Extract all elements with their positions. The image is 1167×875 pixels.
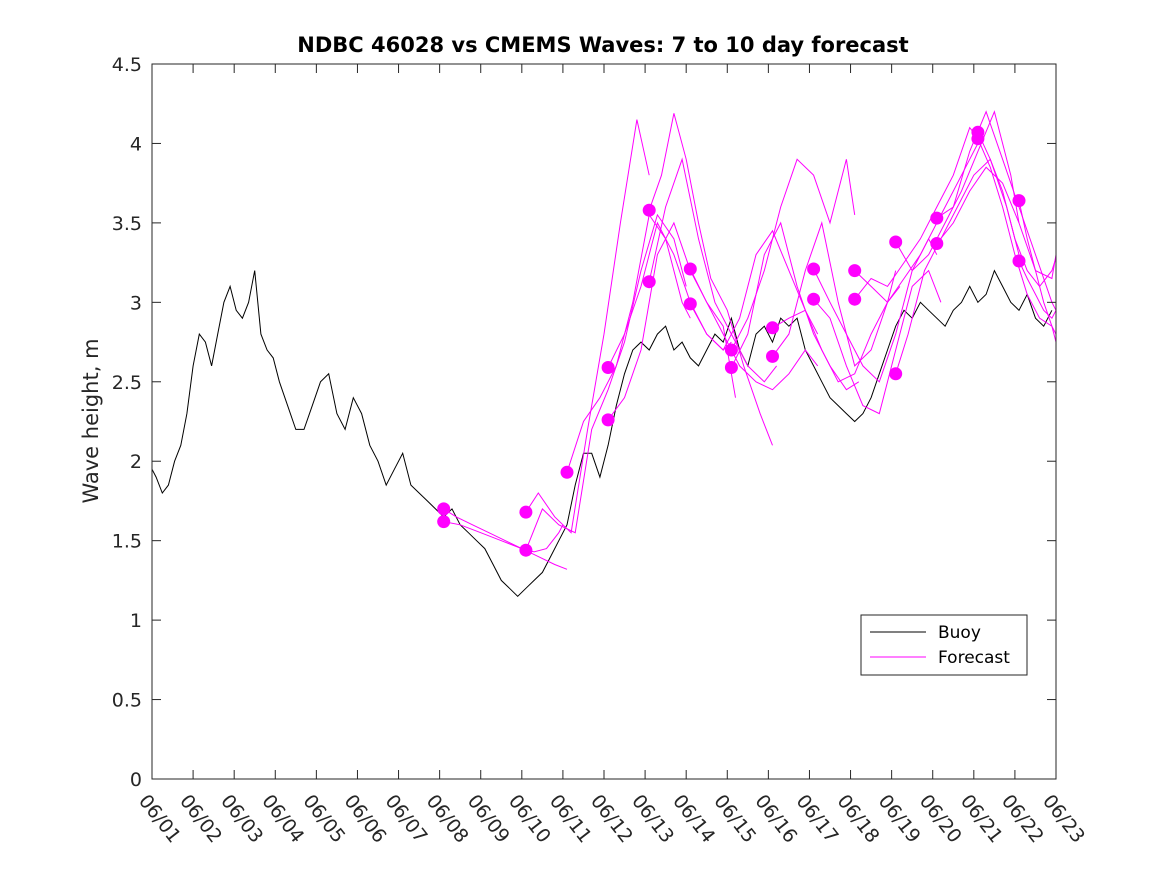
- y-axis-label: Wave height, m: [79, 338, 103, 503]
- x-tick-label: 06/06: [340, 791, 391, 848]
- forecast-line-14: [772, 221, 897, 367]
- forecast-line-10: [689, 268, 819, 391]
- forecast-marker-6: [601, 361, 615, 374]
- y-tick-label: 1: [130, 610, 142, 632]
- y-tick-label: 3: [130, 292, 142, 314]
- y-tick-label: 4.5: [112, 54, 142, 76]
- y-tick-label: 2.5: [112, 372, 142, 394]
- y-tick-label: 1.5: [112, 531, 142, 553]
- forecast-marker-21: [889, 367, 903, 381]
- forecast-marker-18: [848, 264, 862, 278]
- x-tick-label: 06/17: [792, 791, 843, 848]
- forecast-marker-19: [848, 292, 862, 306]
- forecast-line-4: [525, 213, 687, 551]
- forecast-line-24: [977, 132, 1057, 288]
- forecast-marker-4: [519, 543, 533, 557]
- forecast-marker-3: [519, 505, 533, 519]
- forecast-line-22: [936, 110, 1057, 311]
- forecast-line-19: [854, 126, 983, 300]
- forecast-marker-17: [807, 292, 821, 306]
- x-tick-label: 06/07: [381, 791, 432, 848]
- x-tick-label: 06/09: [463, 791, 514, 848]
- x-tick-label: 06/22: [997, 791, 1048, 848]
- forecast-line-7: [607, 221, 736, 421]
- forecast-marker-16: [807, 262, 821, 276]
- y-tick-label: 0.5: [112, 690, 142, 712]
- forecast-line-5: [566, 213, 691, 473]
- x-tick-label: 06/23: [1038, 791, 1089, 848]
- y-tick-label: 4: [130, 133, 142, 155]
- forecast-marker-2: [437, 515, 451, 529]
- forecast-line-25: [977, 138, 1057, 335]
- forecast-line-13: [730, 221, 860, 391]
- legend-label-forecast: Forecast: [938, 648, 1010, 668]
- forecast-marker-8: [642, 203, 656, 217]
- forecast-line-12: [730, 158, 856, 351]
- legend-box: [860, 614, 1028, 676]
- x-tick-label: 06/14: [668, 791, 719, 848]
- forecast-marker-14: [766, 321, 779, 335]
- forecast-line-8: [648, 113, 773, 446]
- forecast-line-11: [689, 229, 819, 351]
- forecast-line-3: [525, 119, 650, 534]
- buoy-line: [151, 269, 1053, 597]
- forecast-marker-20: [889, 235, 903, 249]
- x-tick-label: 06/04: [257, 791, 308, 848]
- x-tick-label: 06/18: [833, 791, 884, 848]
- x-tick-label: 06/11: [545, 791, 596, 848]
- x-tick-label: 06/08: [422, 791, 473, 848]
- forecast-marker-15: [766, 349, 779, 363]
- plot-area: 0 0.5 1 1.5 2 2.5 3 3.5 4 4.5 06/0106/0206/0306/04…: [112, 54, 1089, 847]
- forecast-line-15: [772, 286, 901, 383]
- forecast-marker-27: [1012, 254, 1026, 268]
- forecast-line-27: [1018, 260, 1057, 320]
- forecast-line-9: [648, 157, 777, 383]
- forecast-line-20: [895, 110, 1020, 272]
- x-tick-label: 06/13: [627, 791, 678, 848]
- x-tick-label: 06/16: [750, 791, 801, 848]
- y-tick-label: 2: [130, 451, 142, 473]
- legend: Buoy Forecast: [860, 614, 1028, 676]
- y-tick-label: 3.5: [112, 213, 142, 235]
- forecast-marker-26: [1012, 194, 1026, 208]
- x-tick-label: 06/19: [874, 791, 925, 848]
- forecast-line-26: [1018, 200, 1057, 343]
- x-tick-label: 06/12: [586, 791, 637, 848]
- forecast-marker-23: [930, 237, 944, 250]
- chart-title: NDBC 46028 vs CMEMS Waves: 7 to 10 day f…: [297, 33, 908, 57]
- x-tick-label: 06/05: [298, 791, 349, 848]
- x-tick-label: 06/10: [504, 791, 555, 848]
- forecast-marker-13: [724, 361, 738, 374]
- x-tick-label: 06/15: [709, 791, 760, 848]
- forecast-line-21: [895, 158, 1020, 374]
- forecast-marker-12: [724, 343, 738, 357]
- forecast-marker-5: [560, 465, 574, 479]
- x-tick-label: 06/20: [915, 791, 966, 848]
- x-tick-label: 06/01: [134, 791, 185, 848]
- forecast-marker-25: [971, 132, 985, 146]
- forecast-marker-9: [642, 275, 656, 289]
- x-tick-label: 06/21: [956, 791, 1007, 848]
- forecast-marker-11: [683, 297, 697, 311]
- forecast-line-23: [936, 166, 1057, 280]
- y-tick-label: 0: [130, 769, 142, 791]
- forecast-marker-10: [683, 262, 697, 276]
- legend-label-buoy: Buoy: [938, 623, 981, 643]
- forecast-marker-1: [437, 502, 451, 516]
- forecast-line-1: [443, 508, 568, 570]
- forecast-marker-7: [601, 413, 615, 427]
- x-tick-label: 06/03: [216, 791, 267, 848]
- x-tick-label: 06/02: [175, 791, 226, 848]
- forecast-marker-22: [930, 211, 944, 225]
